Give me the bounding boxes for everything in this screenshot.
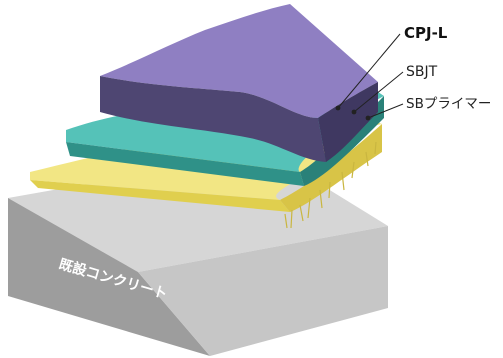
primer-side-face [30, 180, 290, 212]
sbjt-marker-dot [351, 109, 357, 115]
cpj-leader-line [337, 33, 401, 109]
cpj-front-face [100, 76, 326, 162]
leader-lines [335, 33, 404, 121]
sbjt-label: SBJT [406, 64, 438, 80]
primer-leader-line [367, 103, 404, 119]
primer-marker-dot [365, 115, 371, 121]
sbjt-leader-line [353, 71, 404, 113]
cpj-marker-dot [335, 105, 341, 111]
sbjt-side-face [66, 142, 304, 186]
primer-label: SBプライマー [406, 96, 491, 112]
cpj-top-face [100, 4, 378, 118]
cpj-label: CPJ-L [404, 24, 448, 42]
concrete-front-face [8, 198, 210, 356]
primer-penetration-marks [284, 141, 377, 229]
concrete-right-face [138, 226, 388, 356]
cpj-l-layer [100, 4, 378, 162]
cpj-right-face [318, 82, 378, 162]
